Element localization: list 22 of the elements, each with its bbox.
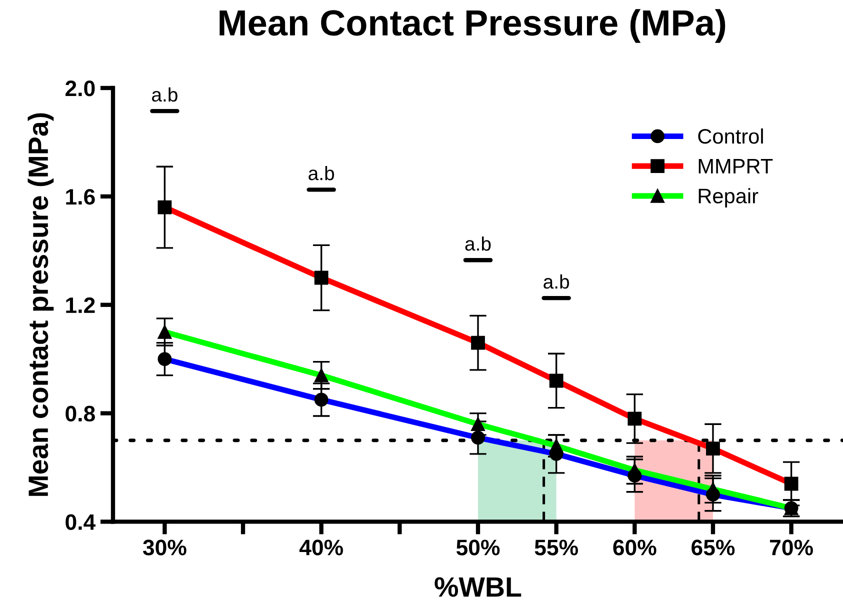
y-tick-label: 0.4 [66, 514, 96, 530]
annotation: a.b [465, 236, 491, 251]
legend-label: Control [698, 128, 763, 144]
legend-label: MMPRT [698, 159, 773, 174]
x-tick-label: 55% [534, 540, 578, 556]
legend-label: Repair [698, 188, 758, 208]
y-tick-label: 1.6 [66, 188, 95, 205]
annotation: a.b [152, 87, 178, 102]
chart-title: Mean Contact Pressure (MPa) [220, 9, 726, 43]
x-tick-label: 50% [456, 540, 500, 556]
x-tick-label: 40% [299, 540, 343, 556]
x-axis-title: %WBL [434, 577, 522, 597]
annotation: a.b [544, 274, 570, 289]
x-tick-label: 30% [142, 540, 186, 556]
annotation: a.b [308, 166, 334, 180]
x-tick-label: 70% [770, 540, 813, 556]
y-tick-label: 0.8 [66, 406, 95, 422]
y-axis-title: Mean contact pressure (MPa) [28, 113, 54, 496]
x-tick-label: 60% [613, 540, 656, 556]
x-tick-label: 65% [692, 540, 735, 556]
y-tick-label: 1.2 [66, 297, 95, 313]
y-tick-label: 2.0 [66, 80, 95, 96]
